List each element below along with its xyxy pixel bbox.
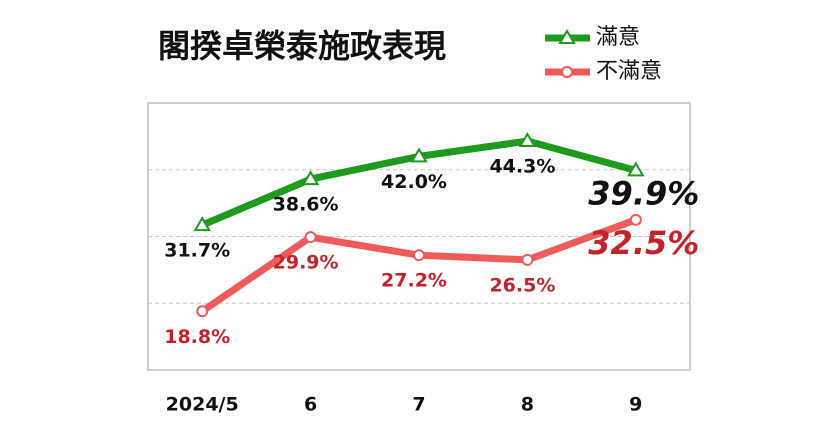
x-tick-label: 7: [412, 394, 425, 416]
point-marker: [410, 147, 428, 163]
x-tick-label: 6: [304, 394, 317, 416]
value-label: 18.8%: [164, 326, 230, 348]
chart-title: 閣揆卓榮泰施政表現: [158, 27, 446, 65]
legend-label: 不滿意: [596, 59, 662, 84]
value-label: 38.6%: [273, 194, 339, 216]
legend-label: 滿意: [596, 25, 640, 50]
value-label: 31.7%: [164, 240, 230, 262]
x-tick-label: 9: [629, 394, 642, 416]
x-tick-label: 2024/5: [166, 394, 239, 416]
point-marker: [518, 132, 537, 148]
legend-marker: [558, 29, 576, 44]
point-marker: [193, 216, 211, 232]
value-label: 29.9%: [273, 252, 339, 274]
point-marker: [413, 249, 425, 262]
point-marker: [301, 170, 320, 186]
legend-marker: [561, 66, 573, 78]
value-label: 44.3%: [489, 156, 555, 178]
value-label: 26.5%: [489, 274, 555, 296]
value-label: 39.9%: [588, 174, 699, 212]
point-marker: [629, 213, 642, 226]
series-line: [200, 216, 638, 315]
point-marker: [521, 253, 534, 266]
point-marker: [196, 305, 209, 318]
point-marker: [627, 161, 645, 177]
x-tick-label: 8: [521, 394, 534, 416]
point-marker: [304, 231, 317, 244]
value-label: 27.2%: [381, 270, 447, 292]
value-label: 32.5%: [588, 224, 699, 262]
value-label: 42.0%: [381, 171, 447, 193]
